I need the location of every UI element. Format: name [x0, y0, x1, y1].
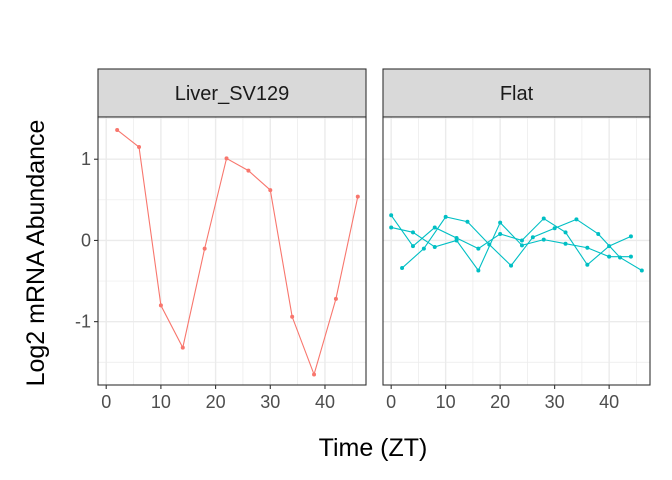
data-point	[628, 234, 633, 239]
y-tick-label: 1	[81, 149, 91, 169]
data-point	[333, 296, 338, 301]
x-tick-label: 30	[545, 392, 565, 412]
data-point	[432, 225, 437, 230]
x-axis-title: Time (ZT)	[319, 434, 428, 462]
data-point	[432, 244, 437, 249]
data-point	[410, 244, 415, 249]
data-point	[498, 231, 503, 236]
data-point	[389, 213, 394, 218]
data-point	[574, 217, 579, 222]
data-point	[476, 268, 481, 273]
y-tick-label: -1	[75, 312, 91, 332]
data-point	[552, 226, 557, 231]
strip-background	[97, 68, 367, 118]
plot-background	[98, 117, 366, 385]
series-line-1	[390, 214, 632, 266]
x-tick-label: 10	[151, 392, 171, 412]
x-tick-label: 20	[206, 392, 226, 412]
data-point	[541, 237, 546, 242]
data-point	[541, 216, 546, 221]
data-point	[519, 238, 524, 243]
data-point	[563, 230, 568, 235]
x-tick-label: 10	[436, 392, 456, 412]
data-point	[563, 241, 568, 246]
data-point	[410, 230, 415, 235]
data-point	[158, 303, 163, 308]
data-point	[585, 262, 590, 267]
panel-border	[382, 116, 651, 386]
data-point	[628, 254, 633, 259]
data-point	[246, 168, 251, 173]
plot-background	[383, 117, 650, 385]
data-point	[519, 243, 524, 248]
panels: Liver_SV129 0 10 20 30 40 Flat 0 10 20 30 40	[97, 68, 651, 412]
data-point	[443, 214, 448, 219]
data-point	[389, 225, 394, 230]
data-point	[268, 188, 273, 193]
data-point	[530, 235, 535, 240]
data-point	[476, 246, 481, 251]
data-point	[115, 127, 120, 132]
x-tick-label: 20	[490, 392, 510, 412]
data-point	[224, 156, 229, 161]
data-point	[607, 254, 612, 259]
panel-2: Flat 0 10 20 30 40	[382, 68, 651, 412]
data-point	[639, 268, 644, 273]
data-point	[498, 220, 503, 225]
data-point	[202, 246, 207, 251]
panel-1: Liver_SV129 0 10 20 30 40	[97, 68, 367, 412]
series-line-1	[116, 129, 359, 377]
x-tick-label: 0	[386, 392, 396, 412]
y-axis: -1 0 1	[75, 149, 98, 332]
data-point	[618, 255, 623, 260]
data-point	[596, 231, 601, 236]
panel-border	[97, 116, 367, 386]
data-point	[421, 246, 426, 251]
data-point	[585, 245, 590, 250]
y-axis-title: Log2 mRNA Abundance	[22, 120, 50, 387]
x-tick-label: 40	[599, 392, 619, 412]
data-point	[355, 194, 360, 199]
strip-background	[382, 68, 651, 118]
data-point	[312, 372, 317, 377]
x-tick-label: 30	[260, 392, 280, 412]
series-line-2	[401, 216, 643, 271]
strip-label: Liver_SV129	[175, 83, 290, 105]
data-point	[509, 263, 514, 268]
data-point	[137, 145, 142, 150]
x-tick-label: 0	[101, 392, 111, 412]
data-point	[400, 266, 405, 271]
strip-label: Flat	[500, 83, 534, 105]
data-point	[290, 314, 295, 319]
series-line-3	[391, 221, 631, 272]
data-point	[465, 219, 470, 224]
y-tick-label: 0	[81, 230, 91, 250]
x-tick-label: 40	[315, 392, 335, 412]
data-point	[180, 345, 185, 350]
data-point	[454, 238, 459, 243]
